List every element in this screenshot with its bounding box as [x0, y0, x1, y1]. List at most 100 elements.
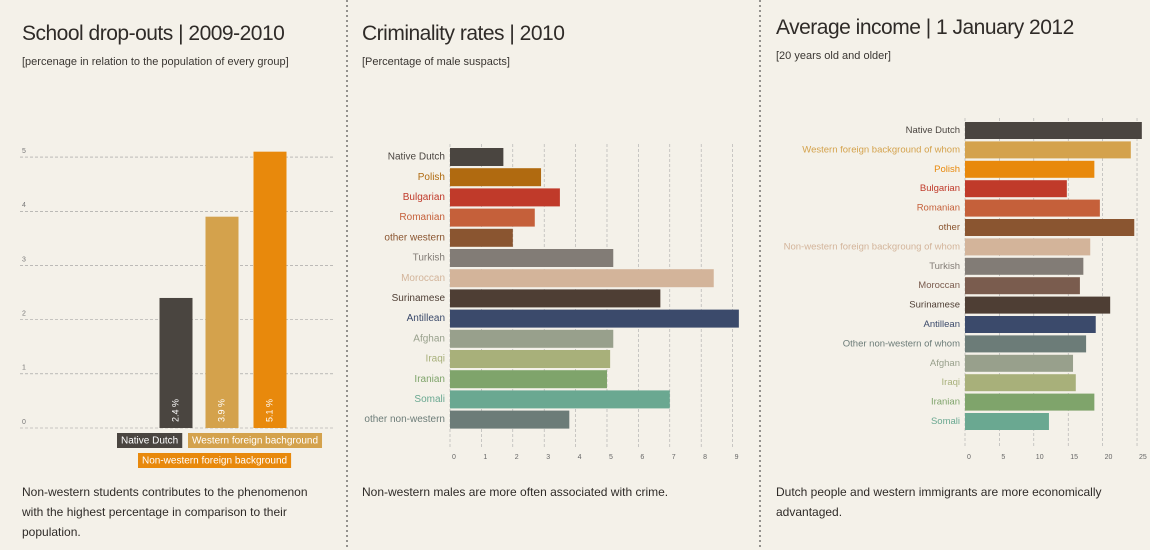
y-tick-label: Antillean — [924, 319, 960, 330]
y-tick-label: 3 — [22, 256, 26, 263]
y-tick-label: Moroccan — [918, 280, 960, 291]
y-tick-label: 4 — [22, 202, 26, 209]
bar — [450, 329, 614, 348]
x-tick-label: 4 — [578, 454, 582, 461]
bar — [965, 257, 1084, 275]
bar — [965, 277, 1080, 295]
y-tick-label: Turkish — [413, 253, 445, 264]
legend-label: Non-western foreign background — [142, 456, 287, 467]
caption: Non-western males are more often associa… — [362, 485, 669, 499]
x-tick-label: 5 — [609, 454, 613, 461]
legend-swatch — [117, 433, 183, 448]
x-tick-label: 6 — [640, 454, 644, 461]
legend-label: Western foreign bachground — [192, 436, 318, 447]
y-tick-label: Somali — [931, 416, 960, 427]
y-tick-label: Non-western foreign backgroung of whom — [784, 241, 960, 252]
legend-swatch — [138, 453, 292, 468]
y-tick-label: other western — [384, 232, 445, 243]
bar — [253, 151, 287, 428]
x-tick-label: 3 — [546, 454, 550, 461]
x-tick-label: 0 — [967, 454, 971, 461]
bar — [965, 238, 1091, 256]
value-label: 2.4 % — [170, 399, 180, 422]
legend-label: Native Dutch — [121, 436, 178, 447]
y-tick-label: Afghan — [930, 358, 960, 369]
bar — [965, 141, 1131, 159]
y-tick-label: Native Dutch — [388, 152, 445, 163]
bar — [965, 374, 1076, 392]
y-tick-label: Afghan — [413, 333, 445, 344]
bar — [205, 216, 239, 428]
y-tick-label: Iranian — [931, 397, 960, 408]
value-label: 5.1 % — [264, 399, 274, 422]
chart-title: Criminality rates | 2010 — [362, 22, 565, 45]
bar — [450, 390, 670, 409]
chart-title: School drop-outs | 2009-2010 — [22, 22, 285, 45]
y-tick-label: Antillean — [407, 313, 445, 324]
bar — [450, 148, 504, 166]
legend-swatch — [188, 433, 323, 448]
bar — [450, 309, 739, 328]
bar — [450, 370, 607, 389]
y-tick-label: Other non-western of whom — [843, 338, 960, 349]
bar — [450, 269, 714, 288]
y-tick-label: Polish — [418, 172, 445, 183]
y-tick-label: other — [938, 222, 960, 233]
x-tick-label: 1 — [483, 454, 487, 461]
y-tick-label: Polish — [934, 164, 960, 175]
value-label: 3.9 % — [216, 399, 226, 422]
bar — [965, 335, 1087, 353]
y-tick-label: 5 — [22, 148, 26, 155]
bar — [965, 160, 1095, 178]
bar — [159, 297, 193, 428]
bar — [450, 168, 542, 187]
x-tick-label: 15 — [1070, 454, 1078, 461]
y-tick-label: Bulgarian — [920, 183, 960, 194]
bar — [965, 296, 1111, 314]
bar — [450, 188, 560, 207]
y-tick-label: Turkish — [929, 261, 960, 272]
x-tick-label: 5 — [1001, 454, 1005, 461]
y-tick-label: Romanian — [917, 203, 960, 214]
bar — [965, 219, 1135, 236]
x-tick-label: 25 — [1139, 454, 1147, 461]
bar — [450, 289, 661, 308]
x-tick-label: 9 — [735, 454, 739, 461]
y-tick-label: Surinamese — [909, 300, 960, 311]
bar — [450, 410, 570, 429]
x-tick-label: 0 — [452, 454, 456, 461]
y-tick-label: 1 — [22, 365, 26, 372]
caption: Dutch people and western immigrants are … — [776, 485, 1102, 519]
caption: Non-western students contributes to the … — [22, 485, 308, 539]
chart-subtitle: [20 years old and older] — [776, 50, 891, 62]
y-tick-label: Native Dutch — [906, 125, 960, 136]
x-tick-label: 7 — [672, 454, 676, 461]
y-tick-label: Somali — [414, 394, 445, 405]
y-tick-label: Romanian — [399, 212, 445, 223]
bar — [965, 413, 1049, 430]
bar — [965, 354, 1074, 372]
x-tick-label: 20 — [1105, 454, 1113, 461]
y-tick-label: Moroccan — [401, 273, 445, 284]
y-tick-label: Bulgarian — [403, 192, 445, 203]
chart-subtitle: [Percentage of male suspacts] — [362, 56, 510, 68]
bar — [965, 393, 1095, 411]
y-tick-label: other non-western — [364, 414, 445, 425]
chart-subtitle: [percenage in relation to the population… — [22, 56, 289, 68]
bar — [965, 199, 1100, 217]
bar — [450, 350, 611, 368]
y-tick-label: Western foreign background of whom — [802, 144, 960, 155]
y-tick-label: 0 — [22, 419, 26, 426]
x-tick-label: 10 — [1036, 454, 1044, 461]
bar — [965, 316, 1096, 333]
bar — [450, 249, 614, 267]
y-tick-label: 2 — [22, 310, 26, 317]
y-tick-label: Surinamese — [392, 293, 446, 304]
bar — [450, 228, 513, 247]
bar — [965, 180, 1067, 198]
bar — [450, 208, 535, 227]
y-tick-label: Iraqi — [426, 354, 445, 365]
y-tick-label: Iraqi — [942, 377, 960, 388]
